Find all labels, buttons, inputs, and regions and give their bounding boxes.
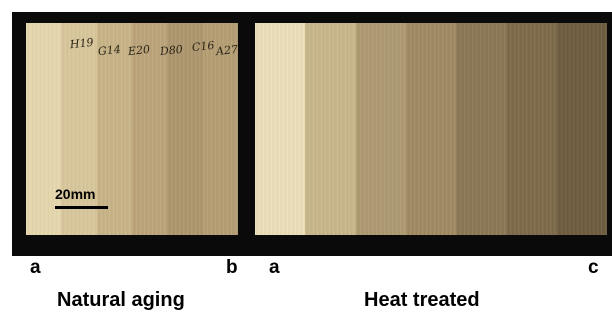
wood-sample-strip xyxy=(506,23,557,235)
left-start-label: a xyxy=(30,257,41,278)
wood-sample-strip xyxy=(305,23,356,235)
wood-sample-strip xyxy=(405,23,457,235)
natural-aging-sample-panel xyxy=(26,23,238,235)
heat-treated-sample-panel xyxy=(255,23,607,235)
wood-sample-strip xyxy=(202,23,238,235)
natural-aging-caption: Natural aging xyxy=(57,289,185,311)
handwritten-label: C16 xyxy=(191,38,216,55)
wood-sample-strip xyxy=(456,23,507,235)
wood-sample-strip xyxy=(96,23,133,235)
wood-sample-strip xyxy=(556,23,607,235)
wood-sample-strip xyxy=(61,23,97,235)
handwritten-label: A27 xyxy=(215,42,239,59)
handwritten-label: G14 xyxy=(97,42,122,59)
wood-sample-strip xyxy=(26,23,62,235)
scale-bar xyxy=(55,206,108,209)
heat-treated-caption: Heat treated xyxy=(364,289,480,311)
left-end-label: b xyxy=(226,257,238,278)
handwritten-label: D80 xyxy=(159,42,184,59)
scale-bar-label: 20mm xyxy=(55,186,96,202)
right-end-label: c xyxy=(588,257,599,278)
right-start-label: a xyxy=(269,257,280,278)
wood-sample-strip xyxy=(167,23,203,235)
handwritten-label: H19 xyxy=(69,35,95,52)
wood-sample-strip xyxy=(355,23,407,235)
handwritten-label: E20 xyxy=(127,42,151,59)
wood-sample-strip xyxy=(255,23,306,235)
wood-sample-strip xyxy=(131,23,168,235)
